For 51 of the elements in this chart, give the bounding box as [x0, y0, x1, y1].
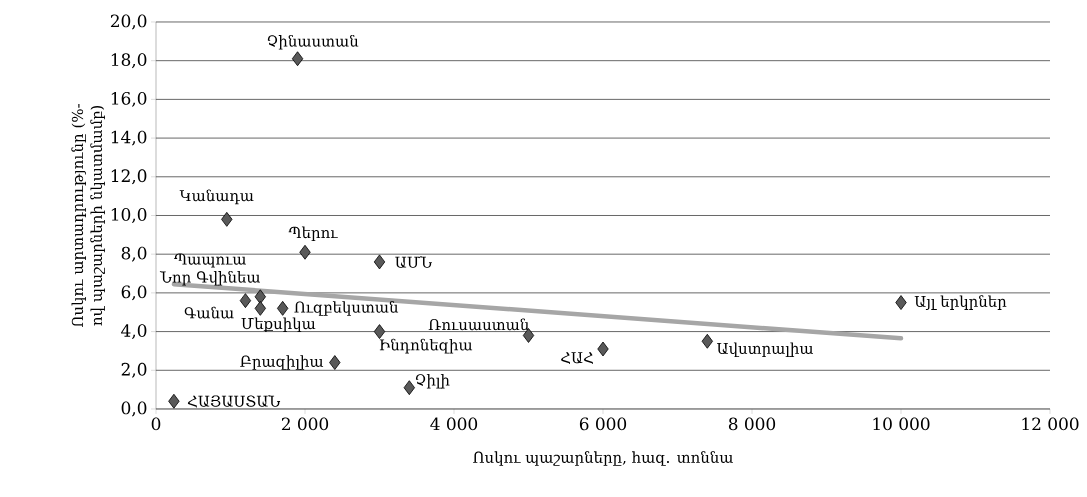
- annotation: ՀԱՅԱՍՏԱՆ: [187, 394, 281, 408]
- y-axis-title: Ոսկու արտադրությունը (%-ով պաշարների նկատմամբ): [71, 104, 105, 328]
- point: [373, 254, 386, 270]
- point: [373, 324, 386, 339]
- annotation: Պերու: [288, 226, 338, 242]
- point: [291, 51, 304, 67]
- point: [701, 333, 713, 349]
- annotation: Չինաստան: [267, 34, 359, 50]
- x-tick-label: 6 000: [579, 417, 627, 431]
- x-tick-label: 12 000: [1022, 417, 1079, 431]
- point: [221, 211, 233, 227]
- annotation: Գանա: [184, 306, 234, 319]
- annotation: Ինդոնեզիա: [379, 338, 473, 354]
- annotation: Մեքսիկա: [241, 317, 316, 333]
- x-tick-label: 10 000: [873, 417, 930, 431]
- point: [239, 293, 252, 309]
- annotation: ՀԱՀ: [561, 352, 593, 365]
- point: [329, 355, 341, 370]
- y-tick-label: 4,0: [121, 324, 147, 340]
- y-tick-label: 12,0: [111, 169, 147, 185]
- annotation: Բրազիլիա: [240, 355, 324, 370]
- annotation: Այլ երկրներ: [914, 295, 1007, 310]
- point: [277, 300, 289, 316]
- x-axis-title: Ոսկու պաշարները, հազ. տոննա: [473, 451, 733, 466]
- y-tick-label: 0,0: [121, 401, 147, 417]
- point: [254, 289, 266, 305]
- y-tick-label: 20,0: [110, 14, 147, 30]
- annotation: ԱՄՆ: [395, 256, 432, 268]
- point: [597, 341, 609, 357]
- point: [299, 244, 311, 260]
- y-tick-label: 18,0: [111, 53, 147, 69]
- point: [895, 295, 907, 310]
- x-tick-label: 4 000: [430, 417, 478, 431]
- annotation: Ռուսաստան: [428, 318, 529, 331]
- point: [254, 300, 266, 316]
- point: [403, 380, 415, 396]
- annotation: Ուզբեկստան: [294, 301, 399, 316]
- x-tick-label: 0: [151, 417, 161, 431]
- annotation: Կանադա: [179, 189, 254, 205]
- y-tick-label: 2,0: [121, 362, 147, 378]
- point: [168, 393, 180, 409]
- annotation: Ավստրալիա: [717, 342, 814, 357]
- y-tick-label: 16,0: [111, 91, 147, 107]
- y-tick-label: 14,0: [111, 130, 147, 146]
- annotation: Չիլի: [415, 374, 450, 389]
- y-tick-label: 10,0: [111, 208, 147, 223]
- x-tick-label: 8 000: [728, 417, 776, 431]
- y-tick-label: 8,0: [121, 246, 147, 262]
- annotation: Պապուա Նոր Գվինեա: [159, 253, 260, 286]
- x-tick-label: 2 000: [281, 417, 329, 431]
- y-tick-label: 6,0: [121, 285, 147, 301]
